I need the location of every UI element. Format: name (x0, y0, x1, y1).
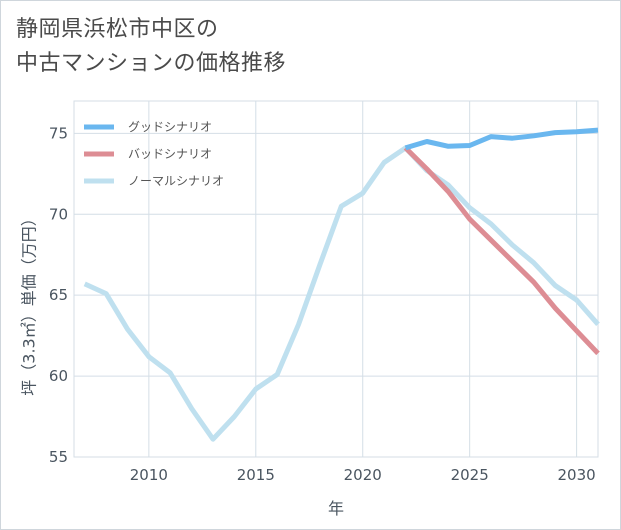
series-line-0 (404, 127, 599, 151)
y-tick-label: 75 (49, 124, 68, 142)
tick-labels: 55 60 65 70 75 2010 2015 2020 2025 2030 (49, 124, 596, 484)
series-line-2 (83, 145, 600, 442)
legend-label: グッドシナリオ (128, 120, 212, 134)
x-tick-label: 2010 (130, 466, 168, 484)
chart-title-line1: 静岡県浜松市中区の (16, 17, 219, 42)
x-tick-label: 2015 (237, 466, 275, 484)
x-axis-label: 年 (328, 499, 344, 518)
y-tick-label: 65 (49, 286, 68, 304)
y-tick-label: 60 (49, 367, 68, 385)
legend-label: ノーマルシナリオ (128, 174, 224, 188)
series-line-1 (403, 146, 600, 356)
y-axis-label: 坪（3.3㎡）単価（万円） (20, 210, 39, 395)
x-tick-label: 2030 (558, 466, 596, 484)
x-tick-label: 2025 (451, 466, 489, 484)
series-lines (83, 127, 600, 442)
chart-title: 静岡県浜松市中区の 中古マンションの価格推移 (16, 13, 286, 81)
grid-lines (73, 100, 599, 458)
y-tick-label: 55 (49, 448, 68, 466)
chart-title-line2: 中古マンションの価格推移 (16, 51, 287, 76)
y-tick-label: 70 (49, 205, 68, 223)
x-tick-label: 2020 (344, 466, 382, 484)
legend-label: バッドシナリオ (128, 147, 212, 161)
